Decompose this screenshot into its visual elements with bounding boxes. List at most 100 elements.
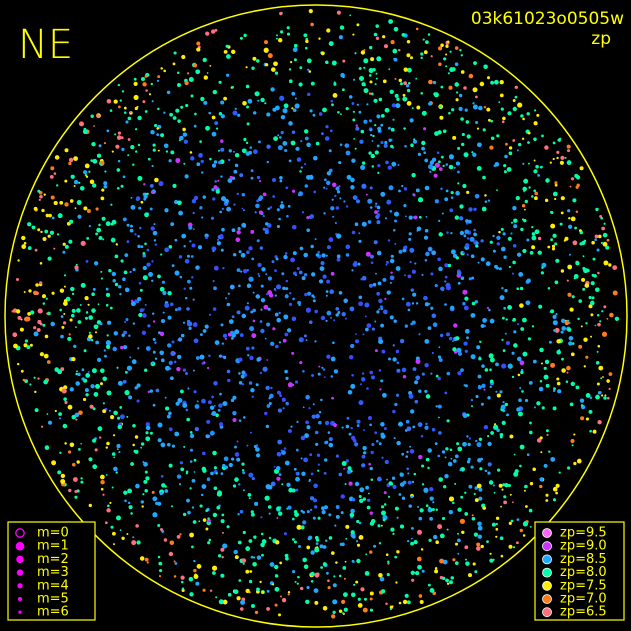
star (265, 293, 268, 296)
star (259, 320, 263, 323)
star (158, 561, 163, 566)
star (480, 324, 485, 328)
star (277, 145, 283, 151)
star (418, 333, 421, 336)
star (84, 388, 89, 393)
star (326, 28, 331, 33)
star (443, 485, 447, 489)
star (429, 588, 435, 593)
star (153, 239, 156, 242)
star (360, 50, 366, 55)
star (271, 67, 276, 72)
star (147, 390, 150, 394)
star (411, 527, 414, 530)
star (408, 393, 414, 399)
zp-symbol (542, 554, 552, 565)
star (442, 517, 445, 520)
star (123, 345, 128, 350)
star (507, 363, 513, 369)
star (305, 307, 311, 313)
star (135, 150, 138, 153)
star (307, 537, 311, 541)
star (368, 283, 373, 288)
star (472, 102, 475, 105)
star (109, 501, 112, 504)
star (157, 524, 161, 527)
star (251, 66, 255, 70)
star (148, 272, 153, 277)
star (361, 275, 367, 281)
star (113, 434, 116, 437)
star (409, 445, 412, 448)
star (59, 201, 63, 205)
star (282, 338, 287, 343)
star (64, 400, 68, 404)
star (300, 457, 303, 460)
star (511, 375, 515, 379)
star (192, 298, 195, 301)
star (281, 272, 285, 276)
star (34, 408, 39, 412)
star (99, 322, 103, 326)
star (110, 222, 114, 226)
star (306, 545, 311, 550)
star (146, 192, 149, 195)
star (579, 166, 584, 171)
star (386, 478, 388, 481)
star (249, 579, 253, 584)
star (357, 603, 363, 608)
star (247, 493, 252, 497)
star (519, 464, 522, 468)
star (483, 388, 486, 391)
star (121, 90, 125, 93)
star (296, 582, 299, 585)
star (487, 462, 492, 467)
star (219, 210, 222, 214)
star (376, 250, 382, 256)
star (157, 555, 161, 559)
star (42, 237, 47, 241)
star (152, 143, 156, 147)
star (218, 504, 221, 507)
star (68, 161, 72, 166)
star (507, 111, 512, 116)
star (13, 343, 18, 349)
star (48, 213, 52, 218)
star (497, 468, 501, 472)
star (359, 139, 364, 144)
star (209, 313, 212, 316)
star (356, 520, 360, 523)
star (355, 333, 357, 336)
star (444, 303, 447, 306)
star (357, 262, 361, 266)
star (355, 126, 360, 131)
star (251, 477, 255, 481)
star (313, 483, 318, 488)
star (341, 312, 346, 317)
star (194, 427, 199, 432)
star (434, 567, 438, 570)
star (552, 158, 555, 160)
star (222, 531, 224, 534)
star (269, 206, 273, 209)
star (137, 244, 141, 248)
star (184, 80, 189, 86)
star (116, 515, 121, 521)
star (189, 592, 194, 597)
star (253, 535, 257, 539)
star (558, 471, 561, 474)
star (248, 381, 253, 385)
star (452, 347, 457, 352)
star (201, 216, 204, 219)
star (161, 319, 165, 323)
star (270, 386, 273, 390)
star (265, 63, 269, 67)
star (496, 235, 501, 240)
star (554, 197, 557, 201)
star (428, 538, 432, 542)
star (333, 575, 336, 578)
star (463, 152, 469, 158)
star (384, 459, 389, 465)
star (130, 224, 133, 228)
star (516, 407, 521, 412)
